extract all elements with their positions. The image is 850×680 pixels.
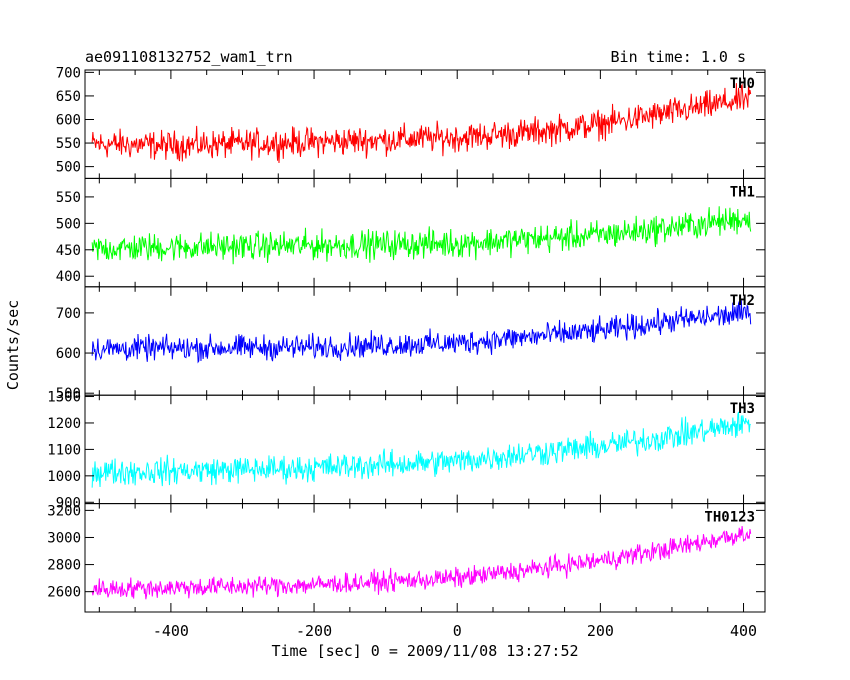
x-axis-label: Time [sec] 0 = 2009/11/08 13:27:52 — [271, 642, 578, 660]
series-line-th2 — [91, 300, 752, 364]
y-tick-label: 1300 — [47, 390, 81, 406]
y-tick-label: 700 — [56, 65, 81, 81]
y-tick-label: 1000 — [47, 469, 81, 485]
chart-title: ae091108132752_wam1_trn — [85, 48, 293, 66]
panel-th3: 900 1000 1100 1200 1300 TH3 — [47, 390, 766, 511]
y-tick-label: 2800 — [47, 558, 81, 574]
y-tick-label: 450 — [56, 243, 81, 259]
y-tick-label: 500 — [56, 386, 81, 402]
y-tick-label: 550 — [56, 136, 81, 152]
y-tick-label: 900 — [56, 495, 81, 511]
y-axis-label: Counts/sec — [4, 300, 22, 390]
x-tick-label: -400 — [153, 622, 189, 640]
panel-th1: 400 450 500 550 TH1 — [56, 177, 766, 288]
chart-subtitle: Bin time: 1.0 s — [611, 48, 746, 66]
panel-frame — [84, 177, 766, 288]
y-tick-label: 400 — [56, 269, 81, 285]
y-tick-label: 650 — [56, 89, 81, 105]
y-tick-label: 700 — [56, 306, 81, 322]
x-tick-label: 400 — [730, 622, 757, 640]
y-tick-label: 3200 — [47, 503, 81, 519]
panel-frame — [84, 69, 766, 179]
y-tick-label: 500 — [56, 216, 81, 232]
panel-th2: 500 600 700 TH2 — [56, 286, 766, 402]
y-tick-label: 1100 — [47, 442, 81, 458]
series-line-th1 — [91, 206, 752, 265]
y-tick-label: 550 — [56, 190, 81, 206]
panel-label-th0: TH0 — [730, 76, 755, 92]
x-tick-label: -200 — [296, 622, 332, 640]
panels-group: 500 550 600 650 700 TH0 400 450 500 550 TH1 500 600 7… — [47, 65, 766, 613]
series-line-th3 — [91, 411, 751, 488]
y-tick-label: 1200 — [47, 416, 81, 432]
panel-label-th3: TH3 — [730, 401, 755, 417]
panel-frame — [84, 394, 766, 505]
panel-label-th1: TH1 — [730, 184, 755, 200]
y-tick-label: 2600 — [47, 585, 81, 601]
x-tick-label: 0 — [453, 622, 462, 640]
y-tick-label: 600 — [56, 346, 81, 362]
x-axis: -400 -200 0 200 400 — [153, 622, 757, 640]
panel-th0: 500 550 600 650 700 TH0 — [56, 65, 766, 179]
panel-th0123: 2600 2800 3000 3200 TH0123 — [47, 503, 766, 613]
panel-label-th2: TH2 — [730, 293, 755, 309]
panel-frame — [84, 503, 766, 613]
x-tick-label: 200 — [587, 622, 614, 640]
y-tick-label: 600 — [56, 112, 81, 128]
y-tick-label: 3000 — [47, 530, 81, 546]
series-line-th0123 — [91, 525, 752, 600]
y-tick-label: 500 — [56, 160, 81, 176]
series-line-th0 — [91, 83, 752, 164]
panel-label-th0123: TH0123 — [704, 510, 755, 526]
